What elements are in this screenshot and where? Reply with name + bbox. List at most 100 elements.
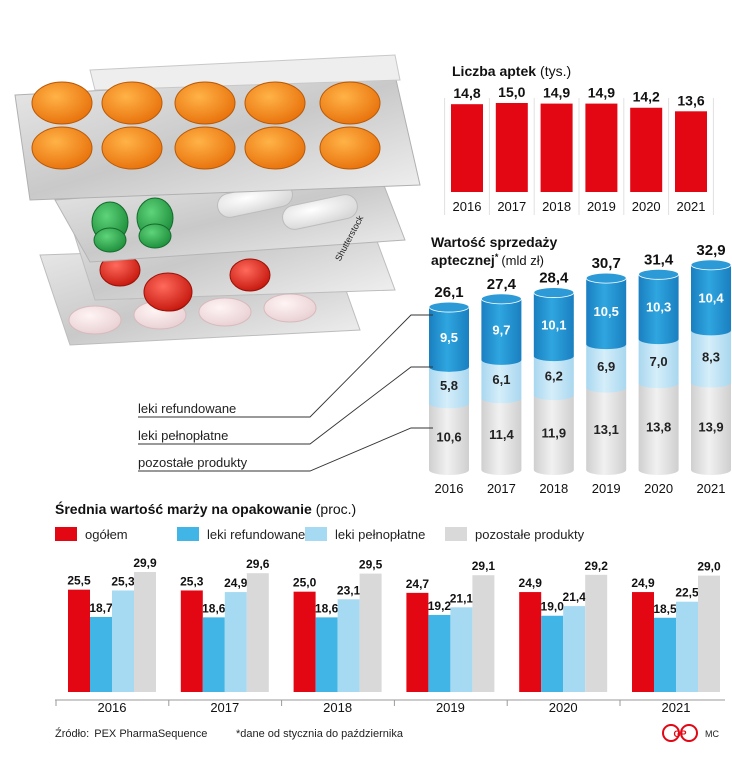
margin-bar-total	[180, 590, 203, 692]
margin-bar-full-price	[112, 590, 134, 692]
margin-bar-refunded	[315, 617, 338, 692]
pharmacy-count-year: 2018	[542, 199, 571, 214]
margin-bar-total	[632, 592, 654, 692]
margin-year: 2020	[549, 700, 578, 715]
margin-value-other: 29,5	[359, 558, 383, 572]
sales-label-full-price: 7,0	[650, 354, 668, 369]
margin-value-refunded: 18,5	[653, 602, 677, 616]
margin-legend-total: ogółem	[85, 527, 128, 542]
pill-blister-photo	[14, 54, 421, 346]
pharmacy-count-year: 2019	[587, 199, 616, 214]
sales-segment-full-price	[481, 359, 522, 404]
pill-orange	[174, 81, 236, 125]
margin-value-total: 25,0	[293, 576, 317, 590]
margin-year: 2019	[436, 700, 465, 715]
margin-legend-refunded-swatch	[177, 527, 199, 541]
margin-legend-total-swatch	[55, 527, 77, 541]
pharmacy-count-title: Liczba aptek (tys.)	[452, 63, 571, 79]
margin-value-other: 29,9	[133, 556, 157, 570]
sales-label-full-price: 6,2	[545, 369, 563, 384]
margin-value-full-price: 23,1	[337, 583, 361, 597]
sales-year: 2021	[697, 481, 726, 496]
pill-orange	[244, 81, 306, 125]
margin-bar-full-price	[224, 592, 247, 692]
sales-year: 2017	[487, 481, 516, 496]
margin-legend-refunded: leki refundowane	[207, 527, 305, 542]
pill-white	[282, 194, 358, 230]
margin-year: 2018	[323, 700, 352, 715]
logo-circle-right	[680, 724, 698, 742]
pill-orange	[101, 126, 163, 170]
pill-orange	[101, 81, 163, 125]
sales-label-refunded: 9,7	[492, 322, 510, 337]
sales-label-full-price: 5,8	[440, 378, 458, 393]
sales-legend-refunded: leki refundowane	[138, 401, 236, 416]
margin-value-total: 25,3	[180, 574, 204, 588]
margin-value-full-price: 21,1	[450, 591, 474, 605]
margin-legend-full-price-swatch	[305, 527, 327, 541]
pharmacy-count-value: 14,2	[633, 89, 660, 105]
sales-legend-full-price: leki pełnopłatne	[138, 428, 228, 443]
sales-label-other: 11,4	[489, 427, 514, 442]
sales-segment-full-price	[429, 366, 469, 409]
margin-value-other: 29,1	[472, 559, 496, 573]
pill-orange	[319, 126, 381, 170]
margin-value-other: 29,0	[697, 560, 721, 574]
margin-bar-total	[293, 591, 316, 692]
margin-value-other: 29,6	[246, 557, 270, 571]
sales-year: 2016	[435, 481, 464, 496]
sales-label-other: 11,9	[542, 426, 567, 441]
sales-year: 2019	[592, 481, 621, 496]
margin-bar-total	[519, 592, 542, 692]
sales-label-refunded: 10,4	[698, 291, 724, 306]
margin-legend-other: pozostałe produkty	[475, 527, 585, 542]
margin-value-refunded: 18,6	[202, 601, 226, 615]
sales-cylinder-cap	[428, 301, 470, 313]
margin-legend-other-swatch	[445, 527, 467, 541]
sales-segment-other	[691, 382, 731, 475]
margin-bar-refunded	[654, 617, 676, 692]
sales-segment-refunded	[533, 292, 574, 362]
sales-legend-other: pozostałe produkty	[138, 455, 248, 470]
margin-bar-other	[134, 572, 156, 692]
sales-title-line1: Wartość sprzedaży	[431, 234, 558, 250]
margin-value-total: 24,9	[519, 576, 543, 590]
margin-value-refunded: 19,0	[541, 600, 565, 614]
blister-edge	[89, 54, 401, 91]
pharmacy-count-title-text: Liczba aptek	[452, 63, 536, 79]
sales-year: 2018	[539, 481, 568, 496]
pill-green	[138, 223, 172, 249]
sales-total-value: 30,7	[592, 255, 621, 272]
pill-red	[229, 258, 271, 292]
pill-orange	[31, 81, 93, 125]
pharmacy-count-year: 2016	[453, 199, 482, 214]
sales-segment-refunded	[481, 298, 522, 365]
sales-segment-other	[586, 387, 627, 475]
pill-pink	[198, 297, 252, 327]
pill-red	[143, 272, 193, 312]
margin-value-other: 29,2	[585, 559, 609, 573]
margin-value-total: 25,5	[67, 574, 91, 588]
pill-pink	[68, 305, 122, 335]
sales-segment-full-price	[638, 339, 679, 389]
sales-segment-other	[533, 395, 574, 475]
sales-unit: (mld zł)	[501, 253, 544, 268]
margin-chart: Średnia wartość marży na opakowanie (proc…	[55, 500, 725, 715]
source-name: PEX PharmaSequence	[94, 728, 207, 740]
sales-cylinder-cap	[533, 287, 575, 298]
margin-value-full-price: 22,5	[675, 586, 699, 600]
sales-segment-other	[481, 398, 522, 476]
margin-bar-refunded	[541, 615, 564, 692]
sales-total-value: 31,4	[644, 251, 674, 268]
sales-segment-full-price	[691, 330, 731, 388]
sales-label-refunded: 10,5	[594, 304, 619, 319]
margin-bar-other	[359, 573, 382, 692]
sales-label-other: 13,9	[698, 419, 723, 434]
margin-bar-total	[406, 592, 429, 692]
footer: Źródło: PEX PharmaSequence *dane od styczn…	[55, 724, 719, 742]
pill-orange	[174, 126, 236, 170]
pharmacy-count-value: 13,6	[677, 92, 704, 108]
pharmacy-count-bar	[675, 111, 707, 192]
margin-bar-refunded	[90, 616, 112, 692]
